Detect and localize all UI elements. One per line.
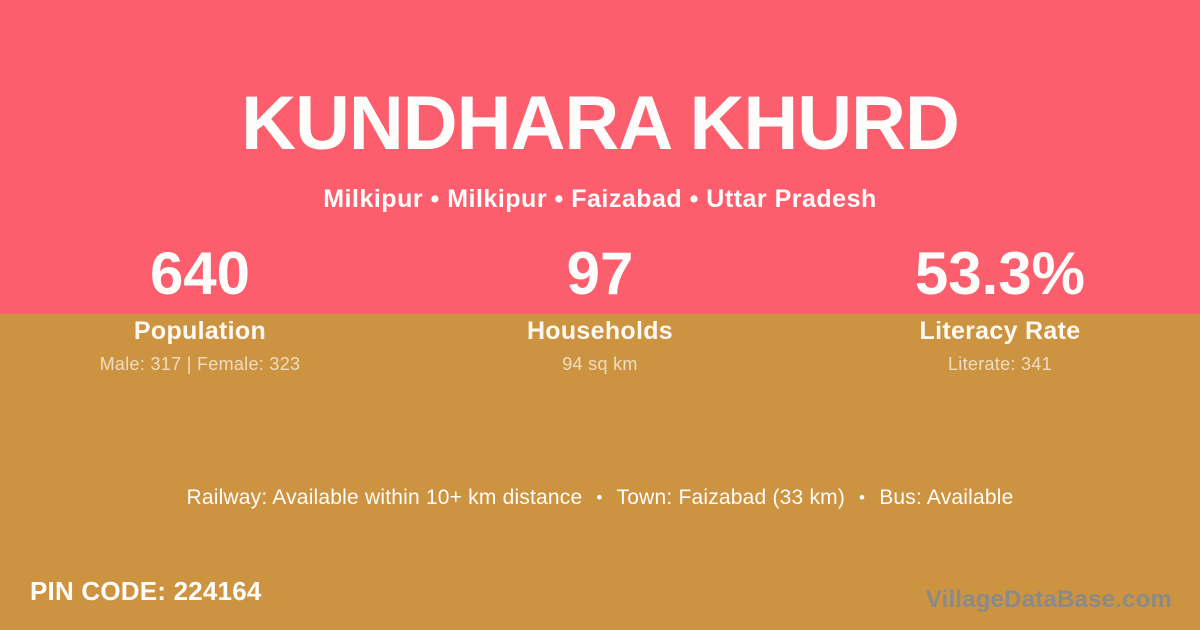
body-background: [0, 314, 1200, 630]
literacy-detail: Literate: 341: [947, 353, 1052, 374]
households-detail: 94 sq km: [562, 353, 638, 374]
location-breadcrumb: Milkipur • Milkipur • Faizabad • Uttar P…: [323, 185, 877, 213]
stat-literacy: 53.3% Literacy Rate Literate: 341: [800, 244, 1200, 375]
town-info: Town: Faizabad (33 km): [616, 486, 846, 509]
households-label: Households: [526, 317, 674, 345]
bullet-separator: •: [859, 488, 866, 507]
households-value: 97: [566, 240, 634, 307]
population-detail: Male: 317 | Female: 323: [99, 353, 301, 374]
literacy-value: 53.3%: [914, 240, 1086, 307]
railway-info: Railway: Available within 10+ km distanc…: [186, 486, 583, 509]
stat-households: 97 Households 94 sq km: [400, 244, 800, 375]
stat-population: 640 Population Male: 317 | Female: 323: [0, 244, 400, 375]
header-background: [0, 0, 1200, 314]
watermark: VillageDataBase.com: [925, 586, 1172, 613]
population-value: 640: [149, 240, 251, 307]
stats-row: 640 Population Male: 317 | Female: 323 9…: [0, 244, 1200, 375]
pin-code: PIN CODE: 224164: [30, 576, 262, 606]
literacy-label: Literacy Rate: [919, 317, 1081, 345]
village-title: KUNDHARA KHURD: [241, 81, 960, 166]
bullet-separator: •: [596, 488, 603, 507]
population-label: Population: [133, 317, 267, 345]
transit-info: Railway: Available within 10+ km distanc…: [0, 486, 1200, 510]
bus-info: Bus: Available: [879, 486, 1014, 509]
